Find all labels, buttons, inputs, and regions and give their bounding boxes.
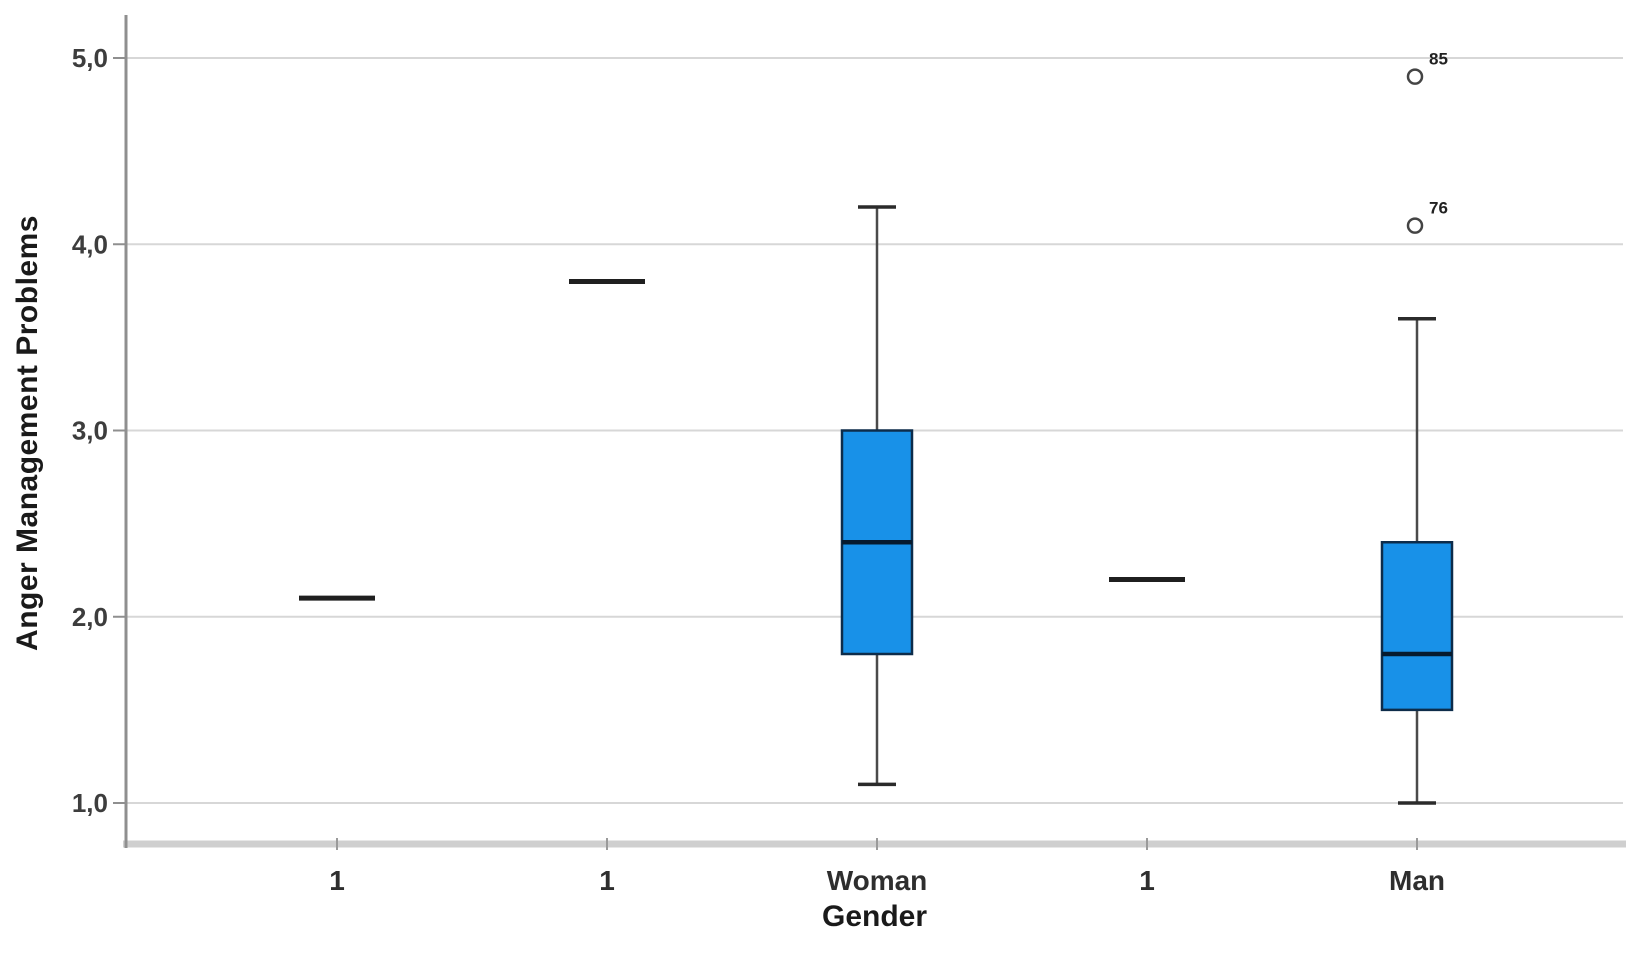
- x-tick-label: 1: [1139, 865, 1155, 896]
- outlier-case-label: 85: [1429, 50, 1448, 69]
- x-tick-label: Man: [1389, 865, 1445, 896]
- x-tick-label: 1: [329, 865, 345, 896]
- y-tick-label: 1,0: [72, 788, 108, 818]
- x-tick-label: Woman: [827, 865, 928, 896]
- x-tick-label: 1: [599, 865, 615, 896]
- outlier-point: [1406, 68, 1424, 85]
- y-tick-label: 3,0: [72, 416, 108, 446]
- y-axis-title: Anger Management Problems: [11, 215, 44, 651]
- y-tick-label: 2,0: [72, 602, 108, 632]
- boxplot-4-iqr-box: [1380, 541, 1454, 712]
- y-tick-label: 5,0: [72, 43, 108, 73]
- outlier-point: [1406, 217, 1424, 234]
- outlier-case-label: 76: [1429, 199, 1448, 218]
- y-tick-label: 4,0: [72, 229, 108, 259]
- x-axis-title: Gender: [821, 900, 928, 933]
